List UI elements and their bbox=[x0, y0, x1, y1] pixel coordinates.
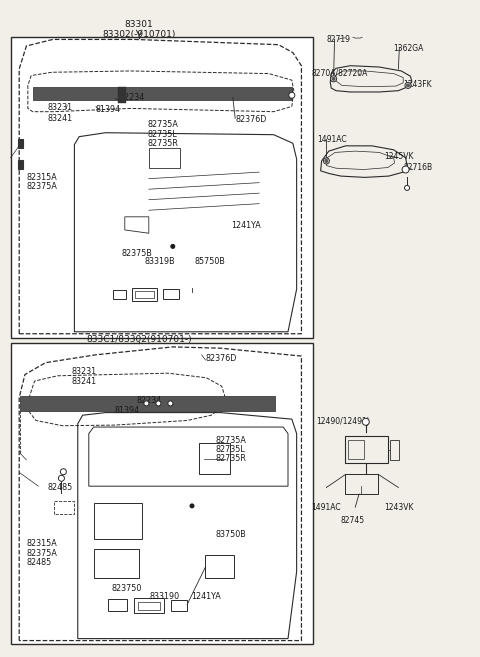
Text: 833190: 833190 bbox=[150, 592, 180, 601]
Text: 83231: 83231 bbox=[48, 103, 73, 112]
Circle shape bbox=[168, 401, 173, 406]
Text: 1243FK: 1243FK bbox=[403, 79, 432, 89]
Text: 1241YA: 1241YA bbox=[191, 592, 221, 601]
Circle shape bbox=[59, 475, 64, 482]
Text: 82485: 82485 bbox=[26, 558, 52, 567]
Text: 1362GA: 1362GA bbox=[394, 44, 424, 53]
Text: 82735A: 82735A bbox=[215, 436, 246, 445]
Bar bbox=[20, 396, 275, 411]
Circle shape bbox=[190, 504, 194, 508]
Text: 82376D: 82376D bbox=[235, 115, 266, 124]
Bar bbox=[18, 139, 23, 148]
Text: 823750: 823750 bbox=[111, 584, 142, 593]
Text: 82485: 82485 bbox=[47, 483, 72, 492]
Text: 81394: 81394 bbox=[96, 105, 121, 114]
Text: 82735L: 82735L bbox=[148, 129, 178, 139]
Text: 1243VK: 1243VK bbox=[384, 503, 413, 512]
Text: 8270A/82720A: 8270A/82720A bbox=[312, 68, 368, 78]
Text: 1491AC: 1491AC bbox=[317, 135, 347, 144]
Bar bbox=[149, 148, 180, 168]
Circle shape bbox=[156, 401, 161, 406]
Text: 82735R: 82735R bbox=[148, 139, 179, 148]
Bar bbox=[11, 343, 313, 644]
Text: 83302(-910701): 83302(-910701) bbox=[103, 30, 176, 39]
Circle shape bbox=[332, 78, 335, 80]
Text: 1491AC: 1491AC bbox=[311, 503, 341, 512]
Text: 83301: 83301 bbox=[125, 20, 154, 30]
Bar bbox=[94, 549, 139, 578]
Circle shape bbox=[331, 76, 336, 82]
Bar bbox=[199, 443, 230, 474]
Bar bbox=[345, 436, 388, 463]
Bar bbox=[345, 474, 378, 494]
Circle shape bbox=[402, 166, 409, 173]
Text: 82375A: 82375A bbox=[26, 182, 57, 191]
Circle shape bbox=[407, 84, 409, 87]
Circle shape bbox=[289, 92, 295, 99]
Text: 82735R: 82735R bbox=[215, 454, 246, 463]
Text: 82234: 82234 bbox=[137, 396, 162, 405]
Text: 83241: 83241 bbox=[48, 114, 73, 123]
Text: 82315A: 82315A bbox=[26, 173, 57, 182]
Circle shape bbox=[405, 185, 409, 191]
Bar bbox=[135, 291, 154, 298]
Circle shape bbox=[60, 468, 66, 475]
Text: 83231: 83231 bbox=[71, 367, 96, 376]
Text: 83750B: 83750B bbox=[215, 530, 246, 539]
Bar bbox=[11, 37, 313, 338]
Bar bbox=[138, 602, 160, 610]
Text: 81394: 81394 bbox=[114, 406, 139, 415]
Bar bbox=[33, 87, 292, 100]
Text: 82375A: 82375A bbox=[26, 549, 57, 558]
Text: 82745: 82745 bbox=[341, 516, 365, 525]
Bar bbox=[18, 160, 23, 169]
Circle shape bbox=[405, 82, 411, 89]
Text: 82315A: 82315A bbox=[26, 539, 57, 549]
Text: 82735A: 82735A bbox=[148, 120, 179, 129]
Bar bbox=[94, 503, 142, 539]
Text: 1245VK: 1245VK bbox=[384, 152, 413, 161]
Text: 833C1/83302(910701-): 833C1/83302(910701-) bbox=[86, 334, 192, 344]
Text: 1241YA: 1241YA bbox=[231, 221, 261, 230]
Circle shape bbox=[324, 158, 329, 164]
Text: 83319B: 83319B bbox=[145, 257, 176, 266]
Bar bbox=[390, 440, 399, 460]
Text: 82716B: 82716B bbox=[403, 163, 432, 172]
Text: 82735L: 82735L bbox=[215, 445, 245, 454]
Text: 12490/12491J: 12490/12491J bbox=[316, 417, 369, 426]
Text: 82234: 82234 bbox=[119, 93, 144, 102]
Bar bbox=[348, 440, 364, 459]
Text: 82376D: 82376D bbox=[205, 353, 237, 363]
Text: 85750B: 85750B bbox=[194, 257, 225, 266]
Text: 82719: 82719 bbox=[326, 35, 350, 44]
Circle shape bbox=[171, 244, 175, 248]
Text: 82375B: 82375B bbox=[121, 249, 152, 258]
Circle shape bbox=[144, 401, 149, 406]
Circle shape bbox=[362, 419, 369, 425]
Bar bbox=[118, 87, 126, 103]
Text: 83241: 83241 bbox=[71, 376, 96, 386]
Bar bbox=[205, 555, 234, 578]
Circle shape bbox=[325, 160, 328, 162]
